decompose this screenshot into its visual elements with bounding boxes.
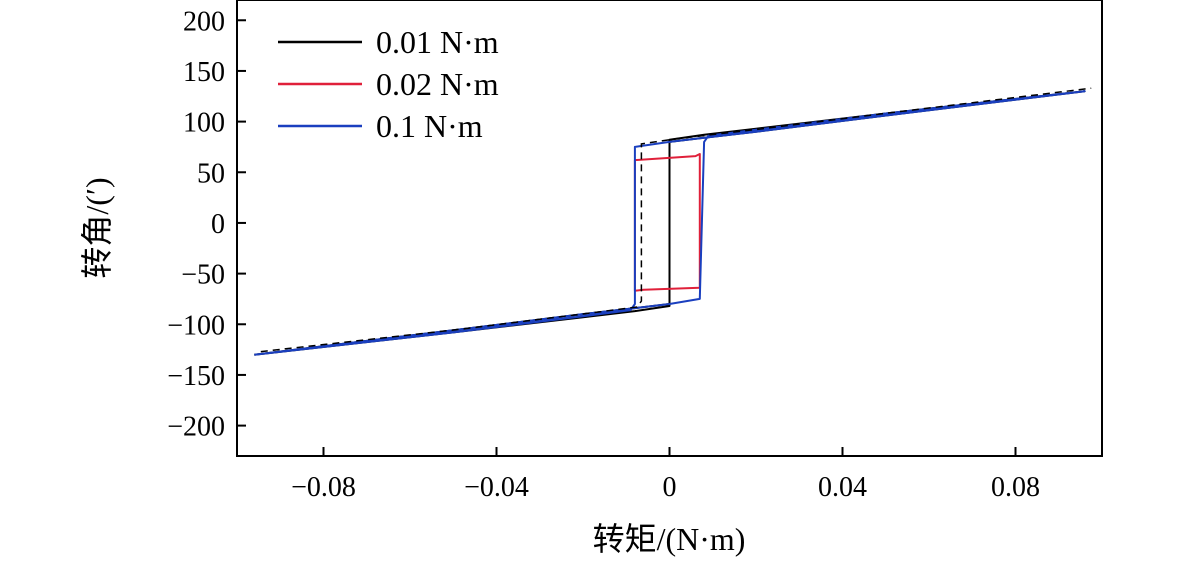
x-tick-label: −0.04 — [464, 472, 529, 503]
legend-label: 0.01 N·m — [376, 24, 499, 60]
axis-layer: −0.08 −0.04 0 0.04 0.08 200 150 100 50 0 −50 −100 −1… — [167, 6, 1040, 503]
y-tick-label: −150 — [167, 361, 225, 392]
y-tick-label: 50 — [197, 158, 225, 189]
x-tick-label: 0.08 — [991, 472, 1040, 503]
series-line-2 — [633, 153, 701, 292]
y-axis-title: 转角/(′) — [79, 177, 115, 278]
x-tick-label: 0 — [663, 472, 677, 503]
legend: 0.01 N·m 0.02 N·m 0.1 N·m — [278, 24, 499, 144]
legend-label: 0.02 N·m — [376, 66, 499, 102]
y-tick-label: 0 — [211, 209, 225, 240]
y-tick-label: −50 — [181, 260, 225, 291]
y-tick-label: 200 — [183, 6, 225, 37]
y-tick-label: 100 — [183, 108, 225, 139]
y-tick-label: −100 — [167, 310, 225, 341]
x-tick-label: 0.04 — [818, 472, 867, 503]
series-layer — [254, 87, 1092, 356]
y-tick-label: 150 — [183, 57, 225, 88]
series-3-dashed-line — [260, 87, 1092, 353]
x-axis-title: 转矩/(N·m) — [593, 521, 746, 557]
legend-label: 0.1 N·m — [376, 108, 483, 144]
x-tick-label: −0.08 — [291, 472, 356, 503]
y-tick-label: −200 — [167, 412, 225, 443]
